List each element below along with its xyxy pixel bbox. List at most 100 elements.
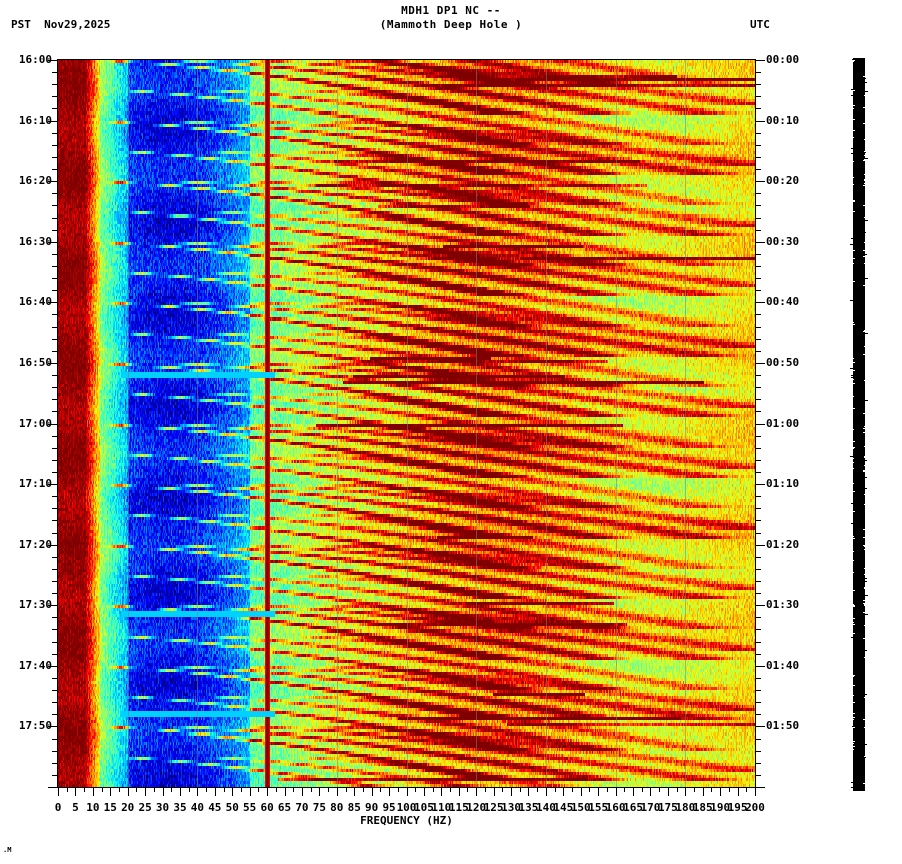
time-label-pst: 17:10 <box>18 477 52 491</box>
time-tick-major-left <box>48 787 58 788</box>
time-tick-minor-right <box>755 617 761 618</box>
time-tick-minor-right <box>755 690 761 691</box>
time-label-pst: 17:30 <box>18 598 52 612</box>
time-tick-major-left <box>48 484 58 485</box>
freq-tick-major <box>563 787 564 796</box>
time-label-pst: 16:50 <box>18 355 52 369</box>
spectrogram-canvas <box>58 60 755 787</box>
time-tick-minor-right <box>755 327 761 328</box>
freq-tick-major <box>494 787 495 796</box>
freq-label: 165 <box>623 801 643 814</box>
freq-label: 100 <box>396 801 417 814</box>
time-tick-minor-right <box>755 266 761 267</box>
freq-tick-minor <box>241 787 242 792</box>
freq-tick-major <box>75 787 76 796</box>
time-tick-minor-right <box>755 411 761 412</box>
station-name: (Mammoth Deep Hole ) <box>379 18 523 31</box>
time-label-pst: 16:40 <box>18 295 52 309</box>
time-label-pst: 16:10 <box>18 113 52 127</box>
freq-label: 0 <box>54 801 62 814</box>
waveform-trace-canvas <box>848 58 870 791</box>
spectrogram-plot <box>58 60 755 787</box>
freq-tick-minor <box>346 787 347 792</box>
time-label-utc: 00:10 <box>766 113 800 127</box>
freq-label: 45 <box>208 801 222 814</box>
freq-tick-major <box>302 787 303 796</box>
time-label-utc: 01:20 <box>766 537 800 551</box>
freq-tick-major <box>372 787 373 796</box>
freq-tick-major <box>145 787 146 796</box>
freq-tick-major <box>354 787 355 796</box>
freq-label: 85 <box>347 801 361 814</box>
freq-tick-minor <box>224 787 225 792</box>
freq-tick-major <box>528 787 529 796</box>
time-tick-minor-right <box>755 751 761 752</box>
freq-tick-major <box>633 787 634 796</box>
time-tick-major-right <box>755 666 765 667</box>
utc-time-header: UTC <box>750 18 770 31</box>
time-label-pst: 17:20 <box>18 537 52 551</box>
freq-label: 70 <box>295 801 309 814</box>
time-label-pst: 17:40 <box>18 658 52 672</box>
freq-tick-minor <box>189 787 190 792</box>
freq-tick-minor <box>694 787 695 792</box>
time-tick-minor-right <box>755 642 761 643</box>
freq-label: 140 <box>535 801 556 814</box>
time-tick-minor-right <box>755 436 761 437</box>
freq-tick-minor <box>467 787 468 792</box>
freq-tick-minor <box>433 787 434 792</box>
freq-label: 135 <box>518 801 539 814</box>
time-tick-major-left <box>48 424 58 425</box>
freq-tick-minor <box>415 787 416 792</box>
time-tick-minor-right <box>755 133 761 134</box>
freq-label: 185 <box>692 801 713 814</box>
freq-label: 155 <box>588 801 609 814</box>
freq-tick-major <box>720 787 721 796</box>
freq-tick-minor <box>398 787 399 792</box>
corner-mark: .M <box>3 846 12 854</box>
freq-tick-minor <box>502 787 503 792</box>
freq-tick-minor <box>206 787 207 792</box>
time-tick-minor-right <box>755 314 761 315</box>
freq-label: 65 <box>277 801 292 814</box>
freq-tick-minor <box>67 787 68 792</box>
time-label-utc: 00:50 <box>766 355 800 369</box>
freq-tick-minor <box>555 787 556 792</box>
freq-label: 110 <box>431 801 452 814</box>
time-tick-minor-right <box>755 569 761 570</box>
freq-tick-major <box>337 787 338 796</box>
freq-tick-minor <box>659 787 660 792</box>
freq-label: 170 <box>640 801 661 814</box>
time-tick-minor-right <box>755 290 761 291</box>
freq-tick-major <box>163 787 164 796</box>
time-tick-minor-right <box>755 339 761 340</box>
time-tick-minor-right <box>755 351 761 352</box>
time-tick-minor-right <box>755 739 761 740</box>
freq-tick-major <box>285 787 286 796</box>
time-tick-minor-right <box>755 557 761 558</box>
freq-tick-minor <box>276 787 277 792</box>
time-label-pst: 16:30 <box>18 234 52 248</box>
freq-tick-minor <box>363 787 364 792</box>
freq-tick-major <box>180 787 181 796</box>
time-tick-minor-right <box>755 278 761 279</box>
time-tick-minor-right <box>755 96 761 97</box>
time-label-utc: 01:30 <box>766 598 800 612</box>
time-tick-minor-right <box>755 84 761 85</box>
local-time-header: PST Nov29,2025 <box>11 18 111 31</box>
time-tick-major-right <box>755 60 765 61</box>
freq-tick-major <box>267 787 268 796</box>
freq-tick-minor <box>572 787 573 792</box>
freq-label: 35 <box>173 801 187 814</box>
time-tick-minor-right <box>755 254 761 255</box>
time-tick-major-left <box>48 302 58 303</box>
freq-label: 10 <box>86 801 100 814</box>
freq-tick-minor <box>450 787 451 792</box>
time-tick-minor-right <box>755 145 761 146</box>
freq-tick-minor <box>171 787 172 792</box>
freq-tick-minor <box>746 787 747 792</box>
freq-tick-major <box>511 787 512 796</box>
time-tick-minor-right <box>755 399 761 400</box>
time-tick-major-right <box>755 242 765 243</box>
page-title: MDH1 DP1 NC -- <box>401 4 501 17</box>
